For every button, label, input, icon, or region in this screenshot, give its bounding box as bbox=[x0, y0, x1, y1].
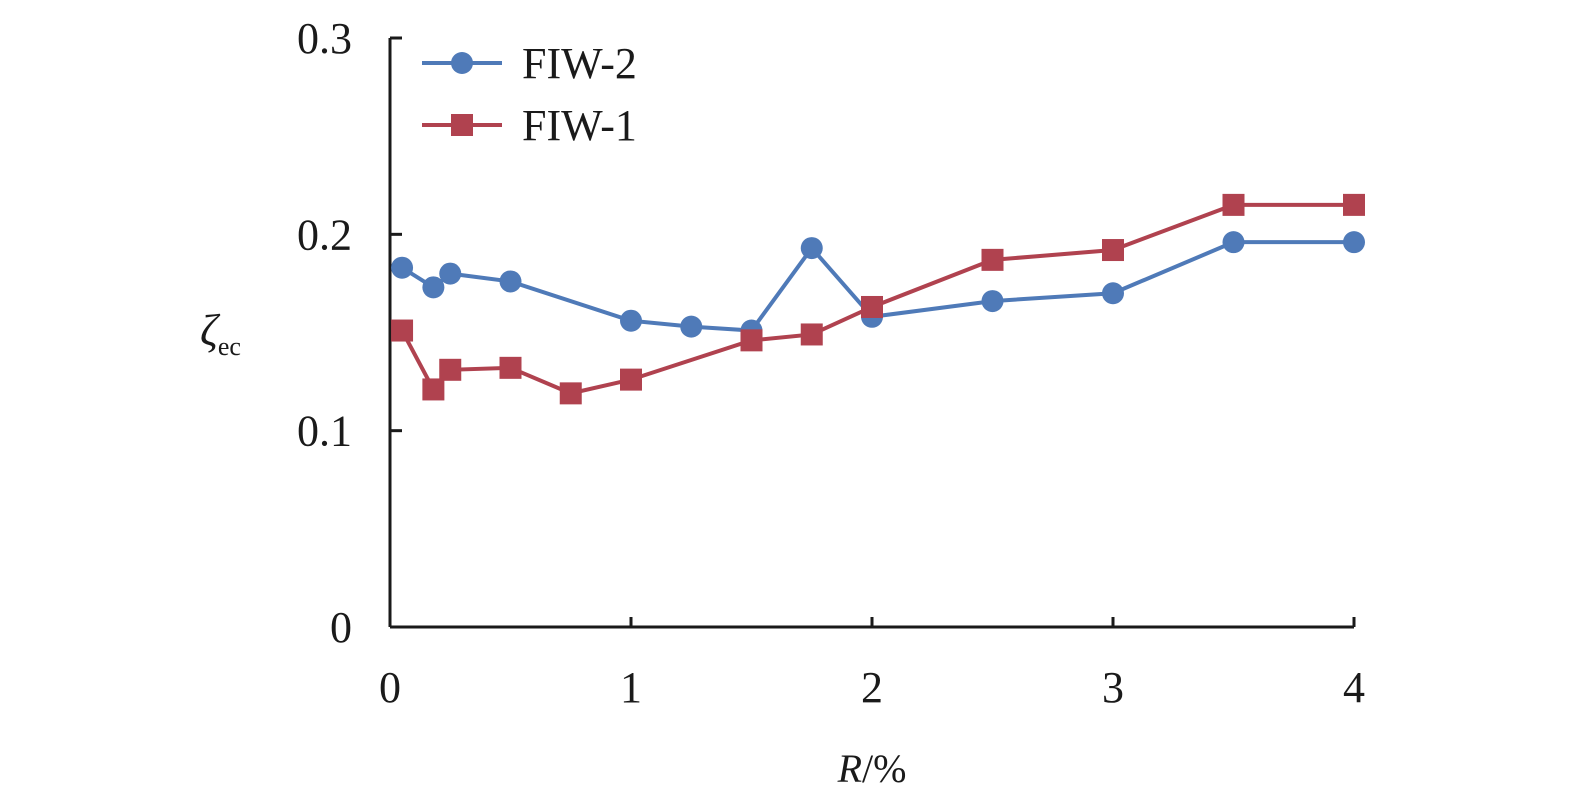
x-tick-label: 4 bbox=[1343, 663, 1365, 712]
data-point bbox=[981, 248, 1004, 271]
data-point bbox=[422, 276, 445, 299]
data-point bbox=[1343, 193, 1365, 216]
y-tick-label: 0.2 bbox=[297, 210, 352, 259]
data-point bbox=[391, 256, 414, 279]
x-tick-label: 1 bbox=[620, 663, 642, 712]
legend-item: FIW-1 bbox=[422, 101, 637, 150]
data-point bbox=[680, 315, 703, 338]
y-tick-label: 0.1 bbox=[297, 407, 352, 456]
data-point bbox=[620, 368, 642, 391]
data-point bbox=[981, 290, 1004, 313]
y-tick-label: 0 bbox=[330, 603, 352, 652]
data-point bbox=[499, 270, 522, 293]
series-layer bbox=[391, 193, 1365, 405]
x-tick-label: 0 bbox=[379, 663, 401, 712]
legend: FIW-2 FIW-1 bbox=[422, 39, 637, 150]
data-point bbox=[620, 309, 642, 332]
data-point bbox=[1222, 231, 1245, 254]
series-fiw-2 bbox=[391, 231, 1365, 342]
data-point bbox=[1222, 193, 1245, 216]
data-point bbox=[1102, 282, 1124, 305]
data-point bbox=[499, 356, 522, 379]
data-point bbox=[559, 382, 582, 405]
legend-marker bbox=[451, 114, 473, 136]
legend-label: FIW-1 bbox=[522, 101, 637, 150]
data-point bbox=[861, 295, 883, 318]
data-point bbox=[439, 358, 462, 381]
data-point bbox=[1102, 239, 1124, 262]
data-point bbox=[1343, 231, 1365, 254]
axes: 0 1 2 3 4 0 0.1 0.2 0.3 bbox=[297, 14, 1365, 712]
data-point bbox=[800, 237, 823, 260]
data-point bbox=[422, 378, 445, 401]
y-tick-label: 0.3 bbox=[297, 14, 352, 63]
legend-label: FIW-2 bbox=[522, 39, 637, 88]
data-point bbox=[800, 323, 823, 346]
data-point bbox=[439, 262, 462, 285]
y-axis-label: ζec bbox=[200, 306, 241, 361]
x-tick-label: 3 bbox=[1102, 663, 1124, 712]
data-point bbox=[391, 319, 414, 342]
legend-item: FIW-2 bbox=[422, 39, 637, 88]
data-point bbox=[740, 329, 763, 352]
x-tick-label: 2 bbox=[861, 663, 883, 712]
x-axis-label: R/% bbox=[837, 746, 907, 791]
series-fiw-1 bbox=[391, 193, 1365, 405]
legend-marker bbox=[451, 52, 473, 74]
